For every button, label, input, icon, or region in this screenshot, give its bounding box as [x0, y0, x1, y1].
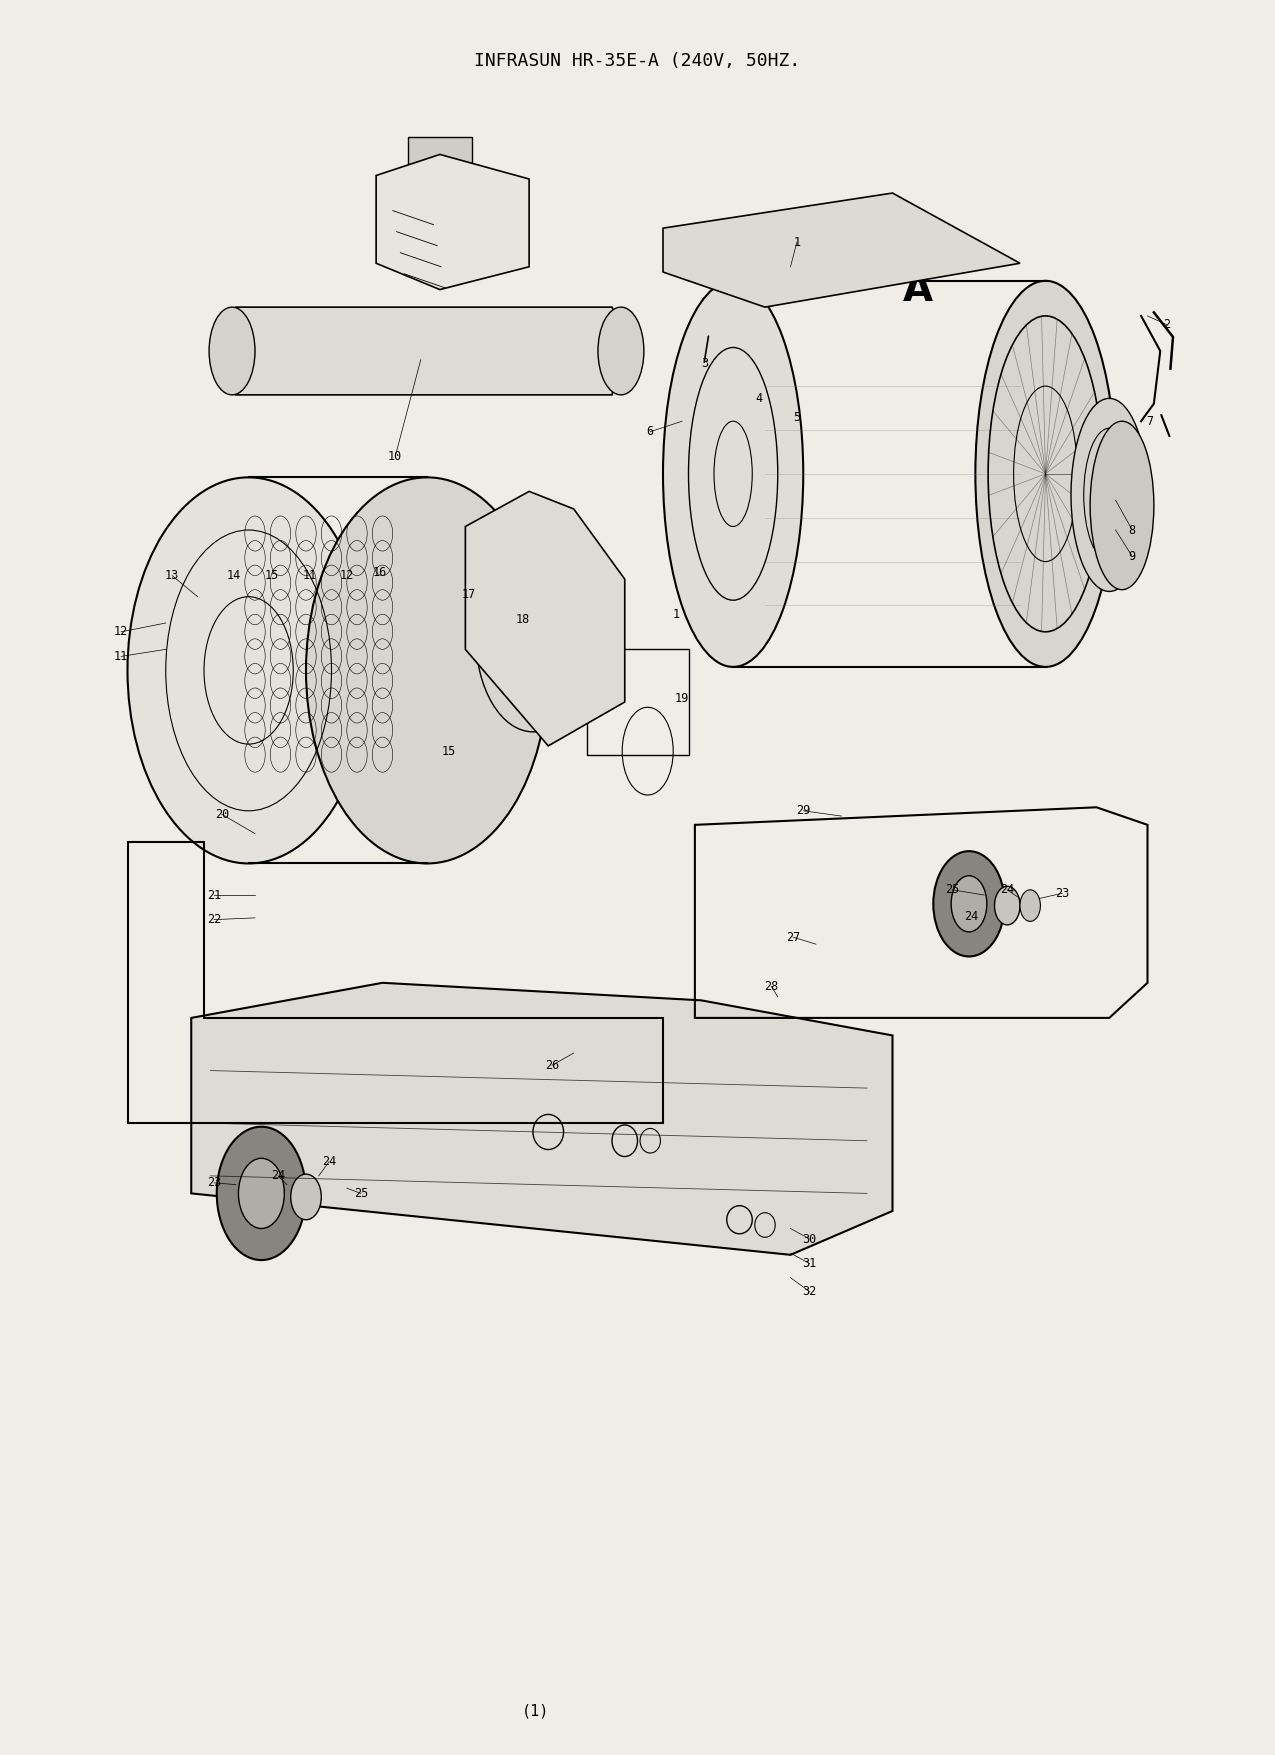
Ellipse shape [598, 307, 644, 395]
Polygon shape [663, 193, 1020, 307]
Text: 21: 21 [207, 888, 222, 902]
Text: 24: 24 [1000, 883, 1015, 897]
Text: (1): (1) [521, 1704, 550, 1718]
Ellipse shape [1020, 890, 1040, 921]
Text: 11: 11 [302, 569, 317, 583]
Text: 29: 29 [796, 804, 811, 818]
Text: 23: 23 [1054, 886, 1070, 900]
Text: 11: 11 [113, 649, 129, 663]
Text: 9: 9 [1128, 549, 1136, 563]
Text: 22: 22 [207, 913, 222, 927]
Ellipse shape [291, 1174, 321, 1220]
Text: 18: 18 [515, 612, 530, 627]
Ellipse shape [238, 1158, 284, 1228]
Text: 19: 19 [674, 691, 690, 706]
Text: 25: 25 [945, 883, 960, 897]
Text: 27: 27 [785, 930, 801, 944]
Text: 16: 16 [372, 565, 388, 579]
Ellipse shape [994, 886, 1020, 925]
Ellipse shape [975, 281, 1116, 667]
Text: 10: 10 [388, 449, 403, 463]
Text: 6: 6 [646, 425, 654, 439]
Ellipse shape [1071, 398, 1148, 591]
Text: 7: 7 [1146, 414, 1154, 428]
Text: INFRASUN HR-35E-A (240V, 50HZ.: INFRASUN HR-35E-A (240V, 50HZ. [474, 53, 801, 70]
Text: 15: 15 [264, 569, 279, 583]
Text: 13: 13 [164, 569, 180, 583]
Text: 3: 3 [701, 356, 709, 370]
Text: 15: 15 [441, 744, 456, 758]
Text: 31: 31 [802, 1257, 817, 1271]
Text: 5: 5 [793, 411, 801, 425]
Ellipse shape [306, 477, 548, 863]
Text: 2: 2 [1163, 318, 1170, 332]
Polygon shape [191, 983, 892, 1255]
Bar [586, 649, 688, 755]
Text: 24: 24 [270, 1169, 286, 1183]
Text: 17: 17 [462, 588, 477, 602]
Text: 30: 30 [802, 1232, 817, 1246]
Text: 23: 23 [207, 1176, 222, 1190]
Ellipse shape [217, 1127, 306, 1260]
Text: 24: 24 [321, 1155, 337, 1169]
Text: 20: 20 [214, 807, 230, 821]
Text: 4: 4 [755, 391, 762, 405]
Text: 32: 32 [802, 1285, 817, 1299]
Text: 28: 28 [764, 979, 779, 993]
Text: 8: 8 [1128, 523, 1136, 537]
Text: 14: 14 [226, 569, 241, 583]
Ellipse shape [933, 851, 1005, 956]
Text: 24: 24 [964, 909, 979, 923]
Ellipse shape [209, 307, 255, 395]
Text: 1: 1 [672, 607, 680, 621]
Ellipse shape [951, 876, 987, 932]
Bar [408, 137, 472, 176]
Text: 26: 26 [544, 1058, 560, 1072]
Polygon shape [465, 491, 625, 746]
Text: 1: 1 [793, 235, 801, 249]
Text: 12: 12 [113, 625, 129, 639]
Ellipse shape [128, 477, 370, 863]
Text: 12: 12 [339, 569, 354, 583]
Text: A: A [903, 270, 933, 309]
Text: 25: 25 [353, 1186, 368, 1200]
Ellipse shape [1090, 421, 1154, 590]
Ellipse shape [663, 281, 803, 667]
Polygon shape [376, 154, 529, 290]
Polygon shape [230, 307, 625, 395]
